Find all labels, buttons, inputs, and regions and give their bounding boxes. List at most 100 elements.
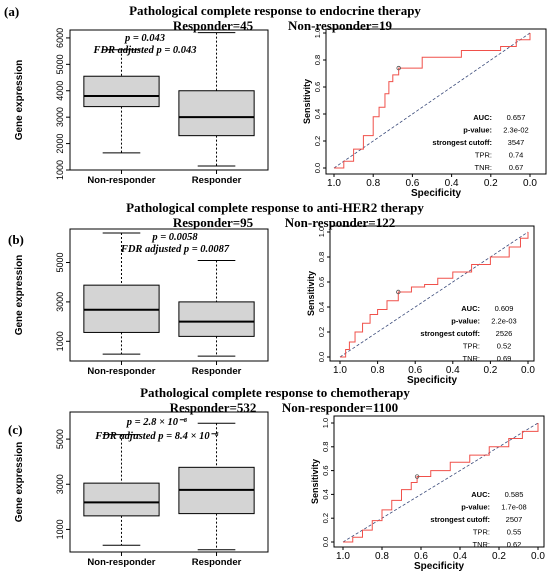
roc-y-tick-label: 0.6 — [313, 82, 322, 92]
stat-label: strongest cutoff: — [432, 138, 492, 147]
stat-value: 0.55 — [507, 528, 522, 537]
roc-curve-chart: 0.0 0.2 0.4 0.6 0.8 1.0 1.0 0.8 0.6 0.4 0.2 0.0 Spec… — [306, 225, 535, 386]
x-tick-label: Non-responder — [87, 557, 155, 568]
roc-stats: AUC: 0.609 p-value: 2.2e-03 strongest cutoff… — [420, 304, 516, 363]
roc-y-tick-label: 1.0 — [321, 418, 330, 428]
y-tick-label: 6000 — [55, 28, 65, 48]
x-tick-label: Responder — [192, 557, 242, 568]
boxplot-frame — [69, 228, 269, 362]
stat-label: TPR: — [473, 528, 490, 537]
roc-x-axis-label: Specificity — [414, 561, 464, 571]
roc-x-tick-label: 0.2 — [484, 178, 498, 189]
roc-x-tick-label: 0.0 — [523, 178, 537, 189]
stat-value: 0.657 — [507, 113, 526, 122]
box-responder: Responder — [178, 260, 255, 377]
box-responder: Responder — [178, 422, 255, 568]
roc-y-tick-label: 1.0 — [313, 28, 322, 38]
y-tick-label: 1000 — [55, 331, 65, 351]
y-tick-label: 5000 — [55, 429, 65, 449]
stat-value: 0.609 — [495, 304, 514, 313]
panel-label: (c) — [8, 422, 22, 437]
y-tick-label: 5000 — [55, 54, 65, 74]
roc-y-tick-label: 0.2 — [321, 513, 330, 523]
roc-x-tick-label: 0.6 — [405, 178, 419, 189]
roc-x-tick-label: 0.8 — [375, 551, 389, 562]
x-tick-label: Responder — [192, 175, 242, 186]
iqr-box — [83, 75, 160, 108]
roc-stats: AUC: 0.585 p-value: 1.7e-08 strongest cutoff… — [430, 490, 526, 549]
roc-y-tick-label: 1.0 — [317, 227, 326, 237]
stat-value: 0.585 — [505, 490, 524, 499]
iqr-box — [83, 482, 160, 517]
boxplot-frame — [69, 29, 269, 171]
roc-y-tick-label: 0.8 — [317, 252, 326, 262]
roc-x-tick-label: 0.6 — [414, 551, 428, 562]
box-responder: Responder — [178, 32, 255, 186]
stat-label: TPR: — [475, 151, 492, 160]
responder-count: Responder=532 — [170, 400, 257, 415]
chart-title: Pathological complete response to anti-H… — [126, 200, 424, 215]
roc-y-axis-label: Sensitivity — [310, 459, 320, 504]
roc-x-tick-label: 0.4 — [453, 551, 467, 562]
roc-x-tick-label: 0.4 — [446, 365, 460, 376]
roc-y-tick-label: 0.6 — [321, 465, 330, 475]
y-tick-label: 2000 — [55, 134, 65, 154]
cutoff-point — [396, 65, 401, 71]
roc-curve-chart: 0.0 0.2 0.4 0.6 0.8 1.0 1.0 0.8 0.6 0.4 0.2 0.0 Spec… — [310, 415, 545, 571]
reference-diagonal — [339, 231, 529, 358]
roc-y-tick-label: 0.8 — [313, 55, 322, 65]
responder-count: Responder=95 — [173, 215, 254, 230]
x-tick-label: Non-responder — [87, 366, 155, 377]
y-tick-label: 3000 — [55, 292, 65, 312]
fdr-annotation: FDR adjusted p = 8.4 × 10⁻⁸ — [94, 431, 219, 442]
chart-title: Pathological complete response to endocr… — [129, 3, 421, 18]
roc-x-tick-label: 0.0 — [521, 365, 535, 376]
y-tick-label: 1000 — [55, 519, 65, 539]
stat-value: 2.3e-02 — [503, 126, 528, 135]
cutoff-point — [396, 289, 401, 295]
stat-label: TNR: — [473, 540, 491, 549]
stat-label: TPR: — [463, 342, 480, 351]
boxplot-frame — [69, 411, 269, 553]
roc-y-tick-label: 0.0 — [317, 352, 326, 362]
y-axis-label: Gene expression — [14, 60, 25, 141]
roc-frame — [329, 225, 535, 362]
stat-label: p-value: — [451, 317, 480, 326]
responder-count: Responder=45 — [173, 18, 254, 33]
roc-x-tick-label: 1.0 — [333, 365, 347, 376]
p-value-annotation: p = 0.0058 — [151, 232, 198, 243]
roc-x-tick-label: 1.0 — [336, 551, 350, 562]
y-tick-label: 3000 — [55, 474, 65, 494]
non-responder-count: Non-responder=19 — [288, 18, 392, 33]
panel-1: (a) Pathological complete response to end… — [4, 3, 547, 199]
iqr-box — [178, 301, 255, 337]
roc-x-tick-label: 0.2 — [492, 551, 506, 562]
roc-curve-chart: 0.0 0.2 0.4 0.6 0.8 1.0 1.0 0.8 0.6 0.4 0.2 0.0 Spec… — [302, 28, 547, 199]
roc-y-tick-label: 0.2 — [313, 136, 322, 146]
x-tick-label: Non-responder — [87, 175, 155, 186]
roc-y-tick-label: 0.0 — [321, 537, 330, 547]
stat-label: TNR: — [463, 354, 481, 363]
stat-value: 0.62 — [507, 540, 522, 549]
stat-value: 2526 — [496, 329, 513, 338]
roc-curve — [334, 33, 531, 169]
roc-y-tick-label: 0.0 — [313, 163, 322, 173]
panel-label: (b) — [8, 232, 24, 247]
stat-value: 0.67 — [509, 163, 524, 172]
roc-x-tick-label: 0.6 — [408, 365, 422, 376]
stat-label: strongest cutoff: — [420, 329, 480, 338]
x-tick-label: Responder — [192, 366, 242, 377]
boxplot: 1000 2000 3000 4000 5000 6000 Gene expression N… — [14, 28, 269, 186]
reference-diagonal — [342, 422, 539, 543]
roc-x-tick-label: 0.4 — [445, 178, 459, 189]
roc-y-axis-label: Sensitivity — [306, 271, 316, 316]
y-axis-label: Gene expression — [14, 442, 25, 523]
stat-value: 0.52 — [497, 342, 512, 351]
box-non-responder: Non-responder — [83, 434, 160, 568]
roc-y-axis-label: Sensitivity — [302, 79, 312, 124]
stat-label: p-value: — [463, 126, 492, 135]
stat-label: AUC: — [471, 490, 490, 499]
roc-x-tick-label: 0.8 — [371, 365, 385, 376]
non-responder-count: Non-responder=122 — [285, 215, 395, 230]
roc-curve — [343, 423, 539, 543]
